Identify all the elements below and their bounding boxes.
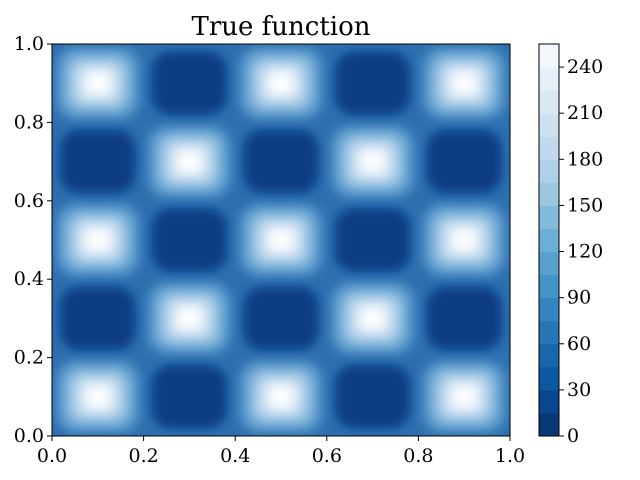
peak-mark (239, 360, 323, 433)
colorbar-band (539, 205, 559, 229)
colorbar-band (539, 228, 559, 253)
colorbar-band (539, 274, 559, 299)
colorbar-tick-label: 150 (567, 194, 603, 216)
trough-mark (332, 362, 413, 431)
trough-mark (332, 49, 413, 118)
plot-frame (51, 43, 511, 437)
trough-mark (57, 127, 138, 196)
colorbar-tick-label: 60 (567, 333, 591, 355)
x-tick-label: 0.8 (403, 445, 433, 467)
colorbar-band (539, 136, 559, 160)
y-tick-label: 1.0 (14, 33, 44, 55)
x-axis: 0.0 0.2 0.4 0.6 0.8 1.0 (37, 436, 525, 467)
y-tick-label: 0.2 (14, 347, 44, 369)
peak-mark (55, 47, 140, 120)
peak-mark (55, 204, 140, 276)
plot-area (52, 44, 510, 436)
colorbar-tick-label: 180 (567, 148, 603, 170)
peak-mark (239, 47, 323, 120)
colorbar-band (539, 113, 559, 137)
y-tick-label: 0.8 (14, 111, 44, 133)
trough-mark (149, 362, 230, 431)
colorbar-tick-label: 30 (567, 379, 591, 401)
colorbar-band (539, 159, 559, 183)
peak-mark (147, 282, 232, 355)
trough-mark (149, 206, 230, 274)
colorbar-band (539, 320, 559, 345)
colorbar-band (539, 389, 559, 414)
y-axis: 0.0 0.2 0.4 0.6 0.8 1.0 (14, 33, 52, 447)
y-tick-label: 0.0 (14, 425, 44, 447)
peak-layer (55, 47, 507, 433)
y-tick-label: 0.4 (14, 268, 44, 290)
colorbar-band (539, 251, 559, 276)
peak-mark (422, 360, 507, 433)
peak-mark (422, 204, 507, 276)
trough-mark (149, 49, 230, 118)
colorbar-band (539, 67, 559, 91)
colorbar-tick-label: 120 (567, 241, 603, 263)
colorbar-frame (538, 43, 560, 437)
colorbar-band (539, 412, 559, 437)
colorbar-tick-label: 0 (567, 425, 579, 447)
colorbar-band (539, 90, 559, 114)
trough-mark (424, 127, 505, 196)
colorbar-band (539, 366, 559, 391)
trough-mark (424, 284, 505, 353)
trough-mark (332, 206, 413, 274)
peak-mark (55, 360, 140, 433)
colorbar-band (539, 343, 559, 368)
chart-title: True function (191, 12, 370, 42)
y-tick-label: 0.6 (14, 190, 44, 212)
trough-layer (57, 49, 505, 431)
x-tick-label: 0.2 (128, 445, 158, 467)
peak-mark (330, 125, 415, 198)
colorbar-band (539, 182, 559, 206)
colorbar-tick-label: 210 (567, 102, 603, 124)
colorbar-tick-label: 90 (567, 287, 591, 309)
x-tick-label: 0.4 (220, 445, 250, 467)
peak-mark (239, 204, 323, 276)
colorbar-band (539, 44, 559, 68)
colorbar-band (539, 297, 559, 322)
colorbar: 0 30 60 90 120 150 180 210 240 (538, 43, 603, 447)
x-tick-label: 0.0 (37, 445, 67, 467)
trough-mark (241, 127, 321, 196)
x-tick-label: 1.0 (495, 445, 525, 467)
colorbar-tick-label: 240 (567, 56, 603, 78)
peak-mark (422, 47, 507, 120)
trough-mark (57, 284, 138, 353)
trough-mark (241, 284, 321, 353)
x-tick-label: 0.6 (312, 445, 342, 467)
peak-mark (330, 282, 415, 355)
peak-mark (147, 125, 232, 198)
